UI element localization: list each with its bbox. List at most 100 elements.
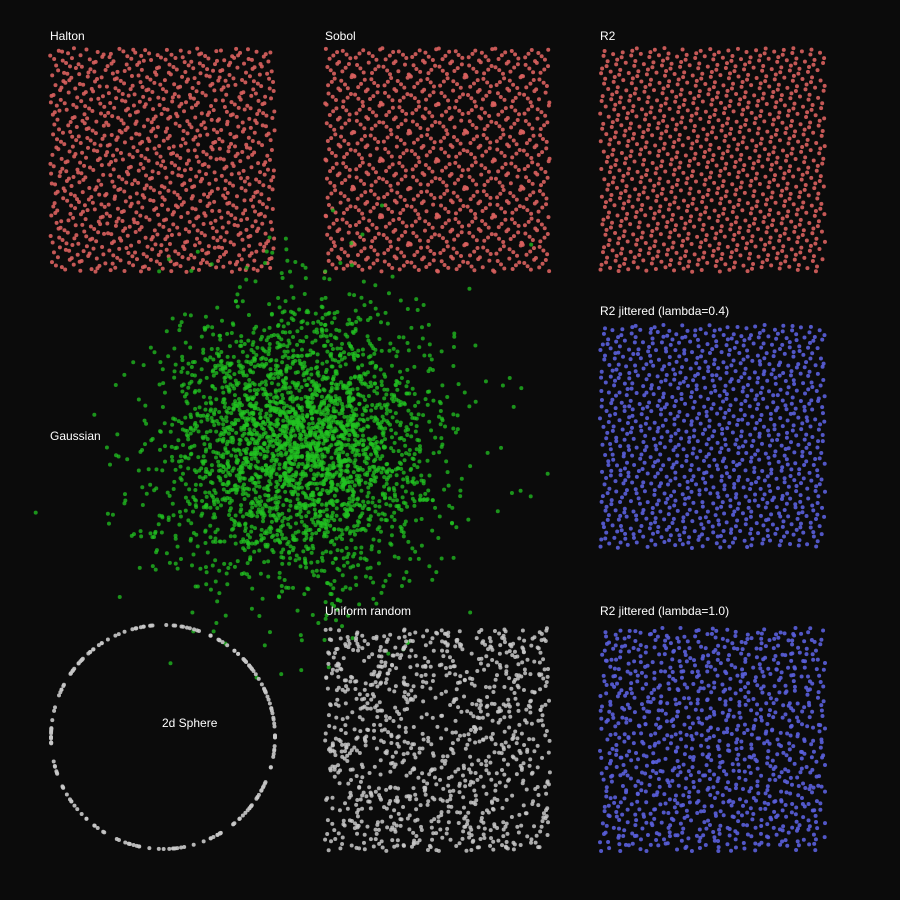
data-point bbox=[61, 186, 66, 191]
data-point bbox=[667, 106, 672, 111]
data-point bbox=[249, 57, 254, 62]
data-point bbox=[379, 440, 384, 445]
data-point bbox=[360, 211, 365, 216]
data-point bbox=[397, 216, 402, 221]
data-point bbox=[234, 430, 239, 435]
data-point bbox=[259, 264, 264, 269]
data-point bbox=[535, 107, 540, 112]
data-point bbox=[546, 64, 551, 69]
data-point bbox=[759, 265, 764, 270]
data-point bbox=[193, 421, 198, 426]
data-point bbox=[240, 150, 245, 155]
data-point bbox=[230, 321, 235, 326]
data-point bbox=[360, 412, 365, 417]
data-point bbox=[468, 197, 473, 202]
data-point bbox=[528, 249, 533, 254]
data-point bbox=[363, 201, 368, 206]
data-point bbox=[338, 364, 343, 369]
data-point bbox=[359, 295, 364, 300]
data-point bbox=[162, 197, 167, 202]
data-point bbox=[723, 134, 728, 138]
data-point bbox=[421, 413, 426, 418]
data-point bbox=[710, 158, 715, 162]
data-point bbox=[735, 46, 740, 51]
data-point bbox=[377, 504, 382, 509]
data-point bbox=[522, 92, 527, 97]
data-point bbox=[379, 590, 384, 595]
data-point bbox=[377, 549, 382, 554]
data-point bbox=[339, 125, 344, 130]
data-point bbox=[235, 223, 240, 228]
data-point bbox=[389, 514, 394, 519]
data-point bbox=[153, 114, 158, 119]
data-point bbox=[467, 63, 472, 68]
data-point bbox=[110, 512, 115, 517]
data-point bbox=[409, 149, 414, 154]
data-point bbox=[83, 217, 88, 222]
data-point bbox=[359, 156, 364, 161]
data-point bbox=[686, 163, 691, 168]
data-point bbox=[612, 203, 617, 208]
data-point bbox=[394, 144, 399, 149]
data-point bbox=[209, 189, 214, 194]
data-point bbox=[120, 98, 125, 103]
data-point bbox=[194, 174, 199, 179]
data-point bbox=[617, 236, 622, 241]
data-point bbox=[446, 265, 451, 270]
data-point bbox=[286, 539, 291, 544]
data-point bbox=[663, 265, 668, 270]
data-point bbox=[84, 127, 89, 132]
data-point bbox=[315, 481, 320, 486]
data-point bbox=[667, 202, 672, 207]
data-point bbox=[789, 247, 794, 252]
data-point bbox=[358, 66, 363, 71]
data-point bbox=[119, 118, 124, 123]
data-point bbox=[58, 170, 63, 175]
data-point bbox=[674, 250, 679, 255]
data-point bbox=[216, 459, 221, 464]
data-point bbox=[718, 73, 723, 78]
data-point bbox=[466, 55, 471, 60]
data-point bbox=[755, 103, 760, 108]
data-point bbox=[299, 519, 304, 524]
data-point bbox=[441, 248, 446, 253]
data-point bbox=[802, 160, 807, 165]
data-point bbox=[346, 142, 351, 147]
data-point bbox=[473, 212, 478, 217]
data-point bbox=[208, 587, 213, 592]
data-point bbox=[88, 67, 93, 72]
data-point bbox=[650, 256, 655, 261]
data-point bbox=[603, 232, 608, 237]
data-point bbox=[821, 61, 826, 66]
data-point bbox=[390, 105, 395, 110]
data-point bbox=[143, 48, 148, 53]
data-point bbox=[369, 245, 374, 250]
data-point bbox=[415, 465, 420, 470]
data-point bbox=[798, 190, 803, 195]
data-point bbox=[305, 321, 310, 326]
data-point bbox=[736, 142, 741, 147]
data-point bbox=[391, 346, 396, 351]
data-point bbox=[354, 473, 359, 478]
data-point bbox=[774, 160, 779, 165]
data-point bbox=[401, 576, 406, 581]
data-point bbox=[647, 246, 652, 251]
data-point bbox=[132, 178, 137, 183]
data-point bbox=[116, 115, 121, 120]
data-point bbox=[148, 482, 153, 487]
data-point bbox=[448, 229, 453, 234]
data-point bbox=[383, 203, 388, 208]
data-point bbox=[355, 231, 360, 236]
data-point bbox=[659, 63, 664, 68]
data-point bbox=[370, 222, 375, 227]
data-point bbox=[680, 47, 685, 52]
data-point bbox=[114, 137, 119, 142]
data-point bbox=[86, 254, 91, 259]
data-point bbox=[672, 268, 677, 273]
data-point bbox=[812, 213, 817, 218]
data-point bbox=[781, 47, 786, 52]
data-point bbox=[250, 224, 255, 229]
data-point bbox=[424, 189, 429, 194]
data-point bbox=[771, 89, 776, 94]
data-point bbox=[240, 369, 245, 374]
